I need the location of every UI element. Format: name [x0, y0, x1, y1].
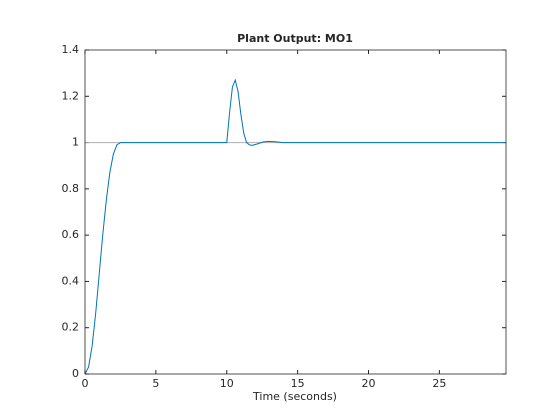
x-axis-label: Time (seconds)	[252, 390, 337, 403]
x-tick-label: 0	[82, 377, 89, 390]
y-tick-label: 1.4	[62, 43, 80, 56]
line-series	[84, 78, 506, 375]
y-tick-label: 1	[72, 136, 79, 149]
y-tick-label: 0.2	[62, 321, 80, 334]
x-tick-label: 5	[152, 377, 159, 390]
y-tick-label: 0.4	[62, 274, 80, 287]
x-tick-label: 20	[362, 377, 376, 390]
y-tick-label: 0.8	[62, 182, 80, 195]
x-tick-label: 25	[432, 377, 446, 390]
axes-box	[84, 49, 507, 375]
y-tick-label: 0.6	[62, 228, 80, 241]
y-tick-label: 0	[72, 367, 79, 380]
x-tick-label: 10	[220, 377, 234, 390]
y-tick-label: 1.2	[62, 89, 80, 102]
plot-area	[85, 50, 506, 374]
x-tick-label: 15	[291, 377, 305, 390]
chart-title: Plant Output: MO1	[237, 32, 353, 45]
